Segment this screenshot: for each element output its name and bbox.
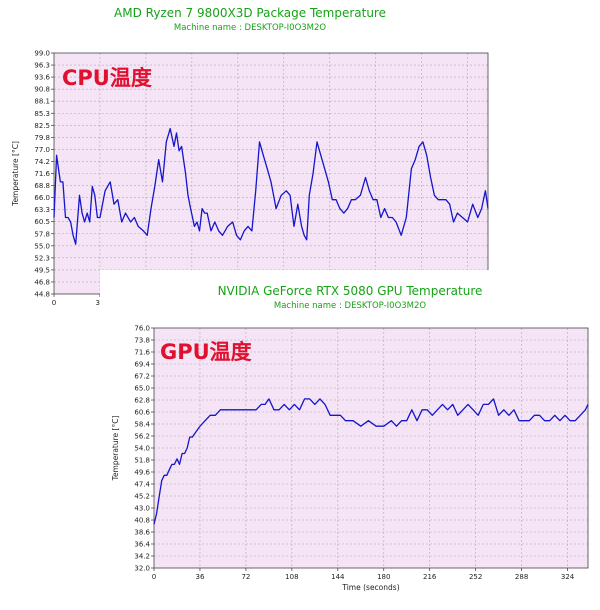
plot-border — [153, 327, 589, 569]
y-tick-label: 60.6 — [134, 409, 150, 417]
y-tick-label: 82.5 — [34, 122, 50, 130]
y-tick-label: 58.4 — [134, 421, 150, 429]
y-tick-label: 55.0 — [34, 242, 50, 250]
y-tick-label: 99.0 — [34, 50, 50, 58]
y-tick-label: 52.3 — [34, 254, 50, 262]
y-tick-label: 47.4 — [134, 481, 150, 489]
gpu-chart-title: NVIDIA GeForce RTX 5080 GPU Temperature — [217, 284, 483, 298]
temperature-series-line — [53, 127, 489, 245]
y-tick-label: 49.5 — [34, 266, 50, 274]
y-tick-label: 74.2 — [34, 158, 50, 166]
x-axis-title: Time (seconds) — [341, 583, 399, 592]
y-tick-label: 90.8 — [34, 86, 50, 94]
y-tick-label: 60.5 — [34, 218, 50, 226]
y-tick-label: 44.8 — [34, 291, 50, 299]
x-tick-label: 0 — [152, 573, 156, 581]
y-tick-label: 66.0 — [34, 194, 50, 202]
y-tick-label: 62.8 — [134, 397, 150, 405]
x-tick-label: 180 — [377, 573, 390, 581]
cpu-overlay-label: CPU温度 — [62, 66, 152, 90]
y-tick-label: 54.0 — [134, 445, 150, 453]
y-tick-label: 40.8 — [134, 517, 150, 525]
cpu-plot: 99.0 96.3 93.6 90.8 88.1 85.3 82.5 79.8 77.0 74.2… — [11, 50, 489, 307]
y-tick-label: 32.0 — [134, 565, 150, 573]
x-tick-label: 72 — [241, 573, 250, 581]
y-tick-label: 46.8 — [34, 278, 50, 286]
x-tick-label: 144 — [331, 573, 345, 581]
x-tick-label: 36 — [195, 573, 204, 581]
y-tick-label: 76.0 — [134, 325, 150, 333]
y-tick-label: 51.8 — [134, 457, 150, 465]
y-tick-label: 79.8 — [34, 134, 50, 142]
y-tick-label: 88.1 — [34, 98, 50, 106]
y-tick-label: 43.0 — [134, 505, 150, 513]
y-axis-title: Temperature [°C] — [111, 416, 120, 482]
cpu-chart-title: AMD Ryzen 7 9800X3D Package Temperature — [114, 6, 386, 20]
x-tick-label: 108 — [285, 573, 298, 581]
x-tick-label: 288 — [515, 573, 528, 581]
y-tick-label: 96.3 — [34, 62, 50, 70]
x-tick-label: 324 — [561, 573, 575, 581]
y-tick-label: 67.2 — [134, 373, 150, 381]
y-tick-label: 45.2 — [134, 493, 150, 501]
y-tick-label: 69.4 — [134, 361, 150, 369]
gpu-overlay-label: GPU温度 — [160, 340, 252, 364]
y-tick-label: 56.2 — [134, 433, 150, 441]
gpu-plot: 76.0 73.8 71.6 69.4 67.2 65.0 62.8 60.6 58.4 56.2… — [111, 325, 589, 592]
temperature-series-line — [153, 398, 589, 525]
x-tick-label: 252 — [469, 573, 482, 581]
y-tick-label: 38.6 — [134, 529, 150, 537]
y-tick-label: 57.8 — [34, 230, 50, 238]
y-tick-label: 85.3 — [34, 110, 50, 118]
y-tick-label: 71.6 — [134, 349, 150, 357]
cpu-chart-subtitle: Machine name : DESKTOP-I0O3M2O — [173, 23, 327, 33]
x-tick-label: 0 — [52, 299, 56, 307]
y-tick-label: 68.8 — [34, 182, 50, 190]
y-tick-label: 71.6 — [34, 170, 50, 178]
y-tick-label: 36.4 — [134, 541, 150, 549]
y-tick-label: 49.6 — [134, 469, 150, 477]
y-axis-title: Temperature [°C] — [11, 141, 20, 207]
y-tick-label: 73.8 — [134, 337, 150, 345]
y-tick-label: 65.0 — [134, 385, 150, 393]
y-tick-label: 34.2 — [134, 553, 150, 561]
y-tick-label: 63.3 — [34, 206, 50, 214]
x-tick-label: 216 — [423, 573, 437, 581]
gpu-temperature-chart: NVIDIA GeForce RTX 5080 GPU Temperature … — [100, 270, 600, 610]
y-tick-label: 93.6 — [34, 74, 50, 82]
y-tick-label: 77.0 — [34, 146, 50, 154]
gpu-chart-subtitle: Machine name : DESKTOP-I0O3M2O — [273, 301, 427, 311]
